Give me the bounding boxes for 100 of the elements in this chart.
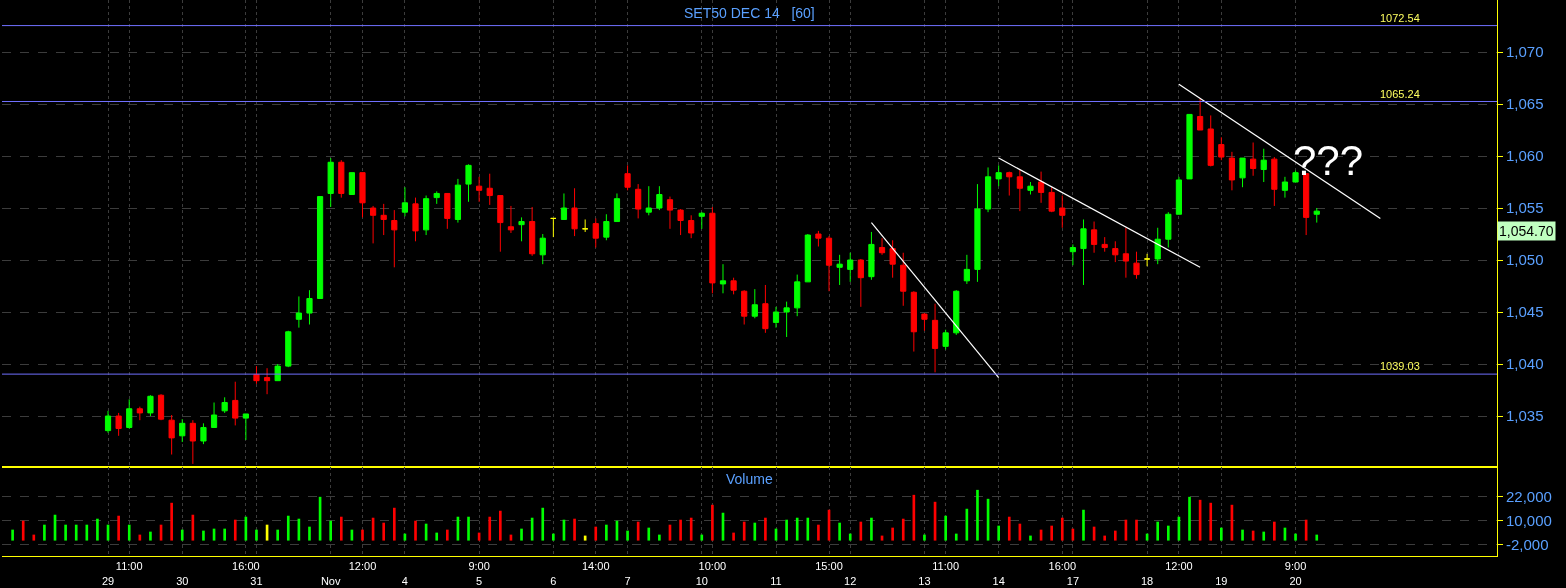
- bar: [255, 529, 258, 541]
- candlestick: [709, 206, 716, 294]
- bar: [742, 521, 746, 541]
- candlestick: [1207, 114, 1214, 167]
- candlestick: [497, 195, 504, 253]
- bar: [1082, 509, 1085, 541]
- bar: [435, 532, 439, 541]
- candlestick: [1090, 221, 1098, 254]
- candlestick: [115, 412, 122, 437]
- bar: [700, 534, 704, 541]
- bar: [223, 528, 226, 541]
- chart-title: Volume: [726, 471, 773, 487]
- bar: [414, 520, 417, 541]
- x-tick-label: 16:00: [1048, 560, 1077, 573]
- candlestick: [900, 252, 907, 307]
- y-tick-label: 10,000: [1506, 511, 1552, 529]
- bar: [658, 534, 661, 541]
- candlestick: [412, 197, 419, 242]
- bar: [21, 520, 25, 541]
- ref-line-label: 1039.03: [1380, 360, 1420, 372]
- bar: [1273, 521, 1276, 541]
- bar: [1241, 529, 1244, 541]
- candlestick: [147, 394, 154, 417]
- x-tick-label: 7: [624, 574, 631, 587]
- x-tick-label: 10:00: [698, 560, 727, 573]
- x-tick-label: 12:00: [348, 560, 377, 573]
- bar: [1135, 519, 1138, 541]
- y-tick-label: 1,065: [1506, 95, 1544, 113]
- candlestick: [921, 312, 928, 332]
- y-tick-label: 1,060: [1506, 147, 1544, 165]
- candlestick: [370, 205, 377, 244]
- candlestick: [794, 274, 801, 317]
- candlestick: [359, 172, 366, 218]
- bar: [764, 517, 767, 541]
- bar: [944, 515, 947, 541]
- bar: [732, 532, 735, 541]
- bar: [838, 522, 841, 541]
- bar: [520, 528, 523, 541]
- x-tick-label: 13: [918, 574, 931, 587]
- candlestick: [1016, 169, 1023, 212]
- candlestick: [454, 178, 462, 224]
- candlestick: [613, 192, 621, 223]
- candlestick: [1303, 173, 1310, 236]
- y-tick-label: 1,055: [1506, 199, 1544, 217]
- bar: [1315, 534, 1319, 541]
- candlestick: [1271, 156, 1278, 207]
- x-tick-label: 31: [250, 574, 263, 587]
- bar: [329, 520, 333, 541]
- x-tick-label: 6: [550, 574, 557, 587]
- candlestick: [974, 183, 981, 283]
- bar: [202, 530, 205, 541]
- candlestick: [995, 164, 1002, 187]
- candlestick: [476, 176, 483, 203]
- candlestick: [232, 381, 239, 426]
- candlestick: [444, 192, 451, 230]
- candlestick: [889, 239, 896, 279]
- bar: [923, 534, 926, 541]
- bar: [901, 518, 905, 541]
- candlestick: [210, 402, 218, 428]
- candlestick: [751, 288, 758, 319]
- candlestick: [285, 330, 292, 368]
- candlestick: [391, 209, 398, 268]
- bar: [1156, 521, 1160, 541]
- y-tick-label: -2,000: [1506, 535, 1549, 553]
- candlestick: [1144, 253, 1151, 267]
- bar: [891, 527, 894, 541]
- bar: [32, 534, 36, 541]
- candlestick: [741, 289, 748, 326]
- candlestick: [423, 195, 430, 236]
- bar: [870, 517, 873, 541]
- candlestick: [1069, 243, 1076, 266]
- bar: [711, 504, 714, 541]
- candlestick: [316, 196, 324, 300]
- candlestick: [1154, 227, 1161, 265]
- x-tick-label: 14:00: [581, 560, 610, 573]
- ref-line-label: 1072.54: [1380, 12, 1420, 24]
- candlestick: [656, 185, 663, 211]
- bar: [1209, 502, 1213, 541]
- bar: [541, 507, 545, 541]
- candlestick: [1186, 113, 1193, 180]
- candlestick: [327, 157, 334, 208]
- candlestick: [931, 303, 939, 373]
- bar: [117, 515, 120, 541]
- bar: [43, 524, 46, 541]
- annotation: ???: [1293, 137, 1364, 184]
- candlestick: [221, 396, 228, 414]
- candlestick: [529, 206, 536, 257]
- candlestick: [1133, 251, 1140, 280]
- y-tick-label: 1,040: [1506, 355, 1544, 373]
- candlestick: [624, 164, 631, 191]
- bar: [286, 515, 290, 541]
- y-tick-label: 22,000: [1506, 488, 1552, 506]
- bar: [689, 517, 693, 541]
- candlestick: [550, 217, 557, 238]
- x-tick-label: Nov: [320, 574, 341, 587]
- candlestick: [1006, 171, 1013, 197]
- bar: [467, 516, 470, 541]
- candlestick: [253, 365, 260, 385]
- bar: [647, 527, 651, 541]
- bar: [605, 524, 608, 541]
